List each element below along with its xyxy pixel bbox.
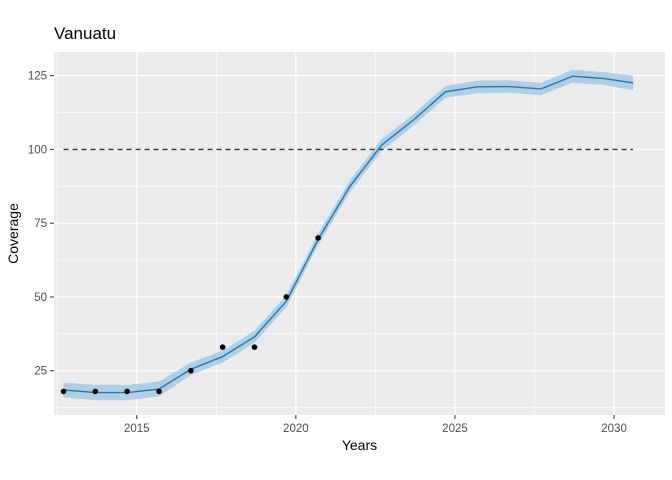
x-tick-label: 2020 — [283, 423, 309, 435]
x-tick-label: 2025 — [442, 423, 468, 435]
y-tick-label: 25 — [34, 366, 47, 378]
x-tick-label: 2030 — [601, 423, 627, 435]
chart-title: Vanuatu — [54, 24, 116, 43]
y-tick-label: 100 — [28, 144, 47, 156]
observed-point — [92, 388, 99, 395]
y-axis-ticks: 25 50 75 100 125 — [28, 71, 54, 378]
observed-point — [219, 344, 226, 350]
observed-points-layer — [60, 235, 321, 395]
observed-point — [60, 388, 67, 395]
y-tick-label: 50 — [34, 292, 47, 304]
observed-point — [251, 344, 258, 350]
major-gridlines — [54, 52, 665, 415]
minor-gridlines — [54, 52, 665, 415]
observed-point — [188, 367, 194, 374]
observed-point — [124, 388, 130, 395]
x-tick-label: 2015 — [124, 423, 150, 435]
y-tick-label: 75 — [34, 218, 47, 230]
plot-panel — [54, 52, 665, 415]
y-axis-title: Coverage — [5, 203, 21, 264]
x-axis-title: Years — [342, 437, 377, 453]
observed-point — [315, 235, 321, 241]
x-axis-ticks: 2015 2020 2025 2030 — [124, 415, 627, 435]
observed-point — [283, 294, 290, 300]
observed-point — [156, 388, 162, 395]
y-tick-label: 125 — [28, 71, 47, 83]
